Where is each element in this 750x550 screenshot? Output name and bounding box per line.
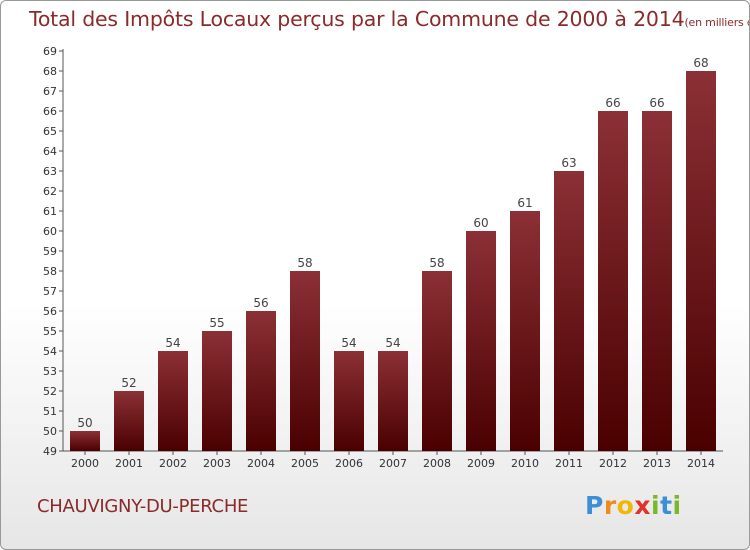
bar-2013 [642,111,672,451]
proxiti-logo: Proxiti [585,491,682,520]
y-tick-label: 69 [43,45,57,58]
logo-letter: r [603,491,617,520]
y-tick-label: 61 [43,205,57,218]
logo-letter: x [634,491,651,520]
chart-title-unit: (en milliers d'€) [684,16,749,29]
data-label: 58 [429,256,444,270]
data-label: 58 [297,256,312,270]
y-tick-label: 53 [43,365,57,378]
x-tick-label: 2003 [203,457,231,470]
y-tick-label: 51 [43,405,57,418]
data-label: 52 [121,376,136,390]
chart-bars [70,71,716,451]
bar-2000 [70,431,100,451]
bar-2002 [158,351,188,451]
x-tick-label: 2011 [555,457,583,470]
data-label: 61 [517,196,532,210]
y-tick-label: 58 [43,265,57,278]
x-tick-label: 2013 [643,457,671,470]
data-label: 66 [605,96,620,110]
x-tick-label: 2009 [467,457,495,470]
x-tick-label: 2001 [115,457,143,470]
y-tick-label: 60 [43,225,57,238]
bar-2006 [334,351,364,451]
bar-2014 [686,71,716,451]
data-label: 60 [473,216,488,230]
data-label: 68 [693,56,708,70]
x-tick-label: 2000 [71,457,99,470]
y-tick-label: 64 [43,145,57,158]
bar-2009 [466,231,496,451]
bar-2007 [378,351,408,451]
data-label: 63 [561,156,576,170]
y-tick-label: 52 [43,385,57,398]
bar-2011 [554,171,584,451]
y-tick-label: 49 [43,445,57,458]
data-label: 55 [209,316,224,330]
chart-data-labels: 50 52 54 55 56 58 54 54 58 60 61 63 66 66 68 [77,56,708,430]
x-tick-label: 2004 [247,457,275,470]
commune-name: CHAUVIGNY-DU-PERCHE [37,496,249,517]
logo-letter: i [651,491,661,520]
data-label: 54 [165,336,180,350]
logo-letter: t [660,491,673,520]
y-tick-label: 63 [43,165,57,178]
data-label: 66 [649,96,664,110]
y-tick-label: 57 [43,285,57,298]
chart-axes: 49 50 51 52 53 54 55 56 57 58 59 60 61 62 63 64 65 66 67 68… [43,45,723,470]
x-tick-label: 2014 [687,457,715,470]
x-tick-label: 2012 [599,457,627,470]
chart-title: Total des Impôts Locaux perçus par la Co… [29,7,749,31]
y-tick-label: 68 [43,65,57,78]
y-tick-label: 67 [43,85,57,98]
y-tick-label: 59 [43,245,57,258]
x-tick-label: 2006 [335,457,363,470]
x-tick-label: 2010 [511,457,539,470]
logo-letter: P [585,491,604,520]
bar-2005 [290,271,320,451]
data-label: 54 [341,336,356,350]
x-tick-label: 2007 [379,457,407,470]
y-tick-label: 50 [43,425,57,438]
bar-2012 [598,111,628,451]
logo-letter: i [672,491,682,520]
logo-letter: o [616,491,635,520]
y-tick-label: 54 [43,345,57,358]
y-tick-label: 56 [43,305,57,318]
bar-2003 [202,331,232,451]
bar-2004 [246,311,276,451]
bar-2001 [114,391,144,451]
x-tick-label: 2008 [423,457,451,470]
y-tick-label: 62 [43,185,57,198]
bar-2010 [510,211,540,451]
data-label: 56 [253,296,268,310]
x-tick-label: 2002 [159,457,187,470]
data-label: 54 [385,336,400,350]
y-tick-label: 65 [43,125,57,138]
x-tick-label: 2005 [291,457,319,470]
y-tick-label: 66 [43,105,57,118]
chart-title-text: Total des Impôts Locaux perçus par la Co… [29,7,685,31]
y-tick-label: 55 [43,325,57,338]
bar-2008 [422,271,452,451]
data-label: 50 [77,416,92,430]
